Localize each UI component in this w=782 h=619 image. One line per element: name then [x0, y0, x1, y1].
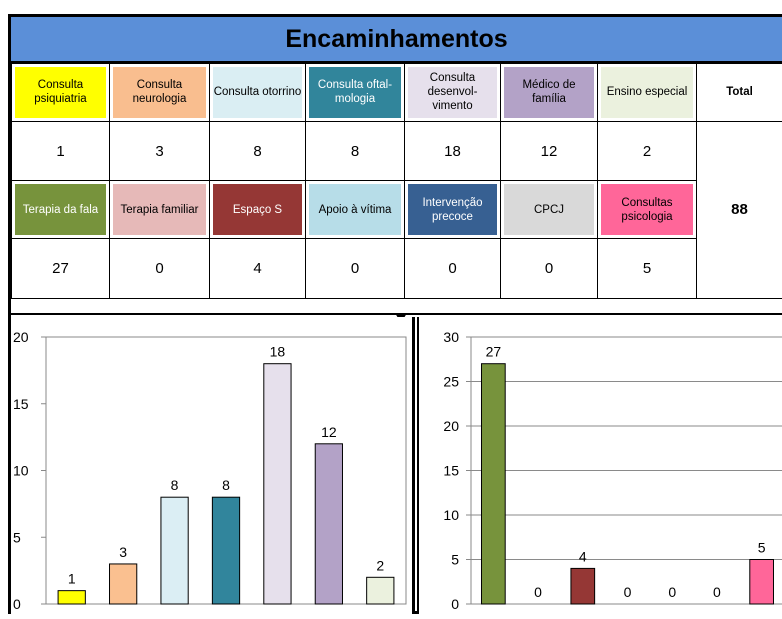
category-value: 18 — [405, 121, 501, 181]
y-tick-label: 30 — [443, 329, 459, 345]
chart-panel-left: 0 5 10 15 20 1 3 8 8 18 12 2 — [11, 317, 415, 614]
category-label: Espaço S — [210, 181, 305, 238]
category-value: 0 — [110, 239, 210, 299]
category-label: CPCJ — [501, 181, 597, 238]
data-label: 27 — [486, 344, 502, 360]
category-label: Consulta neurologia — [110, 64, 209, 121]
data-label: 2 — [376, 557, 384, 573]
category-value: 0 — [405, 239, 501, 299]
y-tick-label: 20 — [443, 418, 459, 434]
category-value: 8 — [210, 121, 306, 181]
category-label: Apoio à vítima — [306, 181, 404, 238]
data-label: 1 — [68, 571, 76, 587]
category-cell-row1-1: Consulta neurologia — [110, 64, 210, 122]
category-cell-row1-3: Consulta oftal-mologia — [306, 64, 405, 122]
category-label: Intervenção precoce — [405, 181, 500, 238]
y-tick-label: 5 — [451, 552, 459, 568]
chart-panel-right: 0 5 10 15 20 25 30 27 0 4 0 0 0 5 — [417, 317, 782, 614]
category-label: Terapia da fala — [12, 181, 109, 238]
data-label: 8 — [171, 477, 179, 493]
category-label: Consulta oftal-mologia — [306, 64, 404, 121]
category-cell-row2-4: Intervenção precoce — [405, 181, 501, 239]
y-tick-label: 0 — [451, 596, 459, 612]
category-value: 2 — [598, 121, 697, 181]
category-cell-row1-2: Consulta otorrino — [210, 64, 306, 122]
data-label: 8 — [222, 477, 230, 493]
category-value: 8 — [306, 121, 405, 181]
title-bar: Encaminhamentos — [11, 17, 782, 63]
category-cell-row1-6: Ensino especial — [598, 64, 697, 122]
data-label: 18 — [270, 344, 286, 360]
page-title: Encaminhamentos — [285, 25, 507, 54]
category-value: 0 — [306, 239, 405, 299]
category-cell-row1-4: Consulta desenvol-vimento — [405, 64, 501, 122]
category-value: 1 — [12, 121, 110, 181]
category-label: Consulta desenvol-vimento — [405, 64, 500, 121]
y-tick-label: 15 — [443, 463, 459, 479]
category-label: Médico de família — [501, 64, 597, 121]
y-tick-label: 0 — [13, 596, 21, 612]
category-value: 0 — [501, 239, 598, 299]
category-label: Ensino especial — [598, 64, 696, 121]
bar — [110, 564, 137, 604]
y-tick-label: 10 — [13, 463, 29, 479]
data-label: 0 — [713, 584, 721, 600]
category-value: 3 — [110, 121, 210, 181]
bar — [264, 364, 291, 604]
category-label: Consulta otorrino — [210, 64, 305, 121]
category-cell-row2-1: Terapia familiar — [110, 181, 210, 239]
category-value: 4 — [210, 239, 306, 299]
bar — [571, 568, 595, 604]
bar-chart-left: 0 5 10 15 20 1 3 8 8 18 12 2 — [11, 317, 412, 614]
category-label: Consulta psiquiatria — [12, 64, 109, 121]
bar — [750, 560, 774, 605]
category-cell-row2-3: Apoio à vítima — [306, 181, 405, 239]
y-tick-label: 15 — [13, 396, 29, 412]
total-label: Total — [697, 64, 782, 122]
category-label: Consultas psicologia — [598, 181, 696, 238]
data-label: 12 — [321, 424, 337, 440]
bar — [482, 364, 506, 604]
y-tick-label: 25 — [443, 374, 459, 390]
data-label: 4 — [579, 548, 587, 564]
category-label: Terapia familiar — [110, 181, 209, 238]
category-cell-row2-2: Espaço S — [210, 181, 306, 239]
y-tick-label: 20 — [13, 329, 29, 345]
category-value: 12 — [501, 121, 598, 181]
data-label: 0 — [624, 584, 632, 600]
bar — [161, 497, 188, 604]
y-tick-label: 10 — [443, 507, 459, 523]
data-label: 5 — [758, 540, 766, 556]
category-cell-row1-5: Médico de família — [501, 64, 598, 122]
bar — [367, 577, 394, 604]
data-label: 0 — [668, 584, 676, 600]
category-value: 5 — [598, 239, 697, 299]
category-cell-row1-0: Consulta psiquiatria — [12, 64, 110, 122]
bar — [58, 591, 85, 604]
bar — [315, 444, 342, 604]
bar-chart-right: 0 5 10 15 20 25 30 27 0 4 0 0 0 5 — [419, 317, 782, 614]
category-cell-row2-0: Terapia da fala — [12, 181, 110, 239]
total-value: 88 — [697, 121, 782, 298]
data-label: 0 — [534, 584, 542, 600]
y-tick-label: 5 — [13, 529, 21, 545]
category-value: 27 — [12, 239, 110, 299]
bar — [212, 497, 239, 604]
data-label: 3 — [119, 544, 127, 560]
category-cell-row2-6: Consultas psicologia — [598, 181, 697, 239]
category-cell-row2-5: CPCJ — [501, 181, 598, 239]
